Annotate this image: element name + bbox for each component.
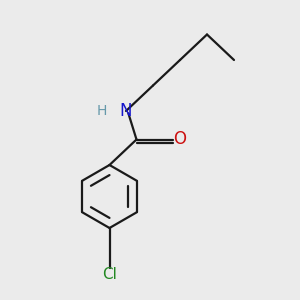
Text: O: O xyxy=(173,130,187,148)
Text: N: N xyxy=(120,102,132,120)
Text: Cl: Cl xyxy=(102,267,117,282)
Text: H: H xyxy=(97,104,107,118)
